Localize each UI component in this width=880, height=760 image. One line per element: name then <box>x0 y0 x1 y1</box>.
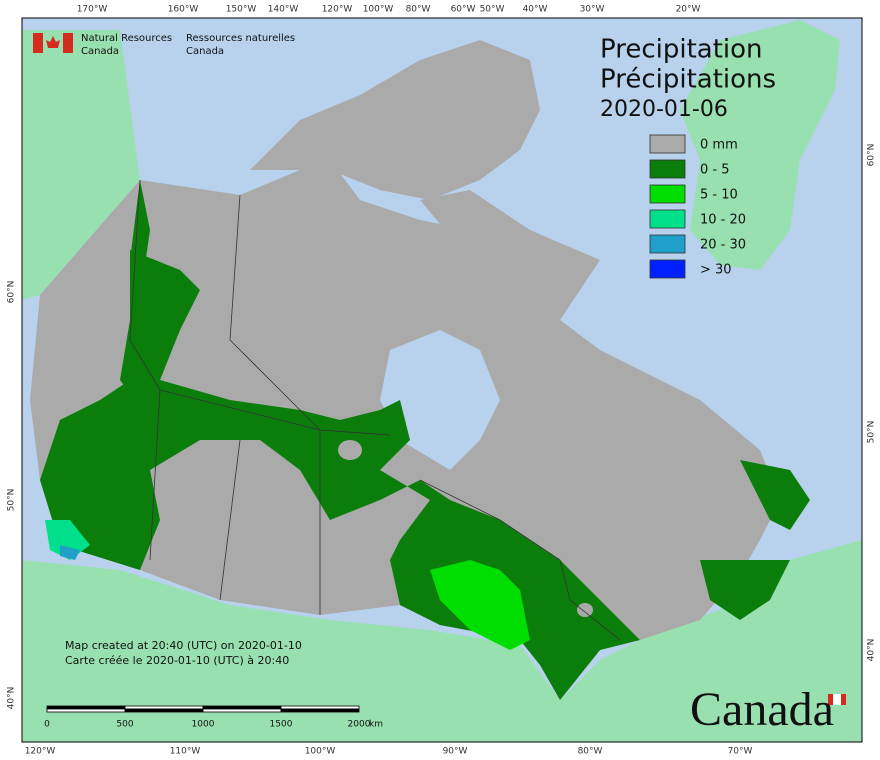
scale-label: 1500 <box>270 720 293 730</box>
map <box>21 17 863 743</box>
legend-label: 0 mm <box>700 138 738 153</box>
longitude-label: 50°W <box>480 5 505 15</box>
scale-segment <box>280 708 360 713</box>
wordmark-flag-white <box>833 694 841 705</box>
longitude-label: 40°W <box>523 5 548 15</box>
legend: 0 mm 0 - 5 5 - 10 10 - 20 20 - 30 > 30 <box>649 134 746 279</box>
scale-segment <box>46 708 126 713</box>
longitude-label: 70°W <box>728 747 753 757</box>
scale-segment <box>46 705 126 710</box>
longitude-label: 110°W <box>170 747 201 757</box>
longitude-label: 80°W <box>578 747 603 757</box>
latitude-label: 50°N <box>867 421 877 444</box>
scale-segment <box>280 705 360 710</box>
latitude-label: 40°N <box>7 687 17 710</box>
flag-bar <box>33 33 43 53</box>
legend-label: > 30 <box>700 263 732 278</box>
longitude-label: 140°W <box>268 5 299 15</box>
scale-segment <box>124 708 204 713</box>
credit-en: Map created at 20:40 (UTC) on 2020-01-10 <box>65 639 302 652</box>
precip-20-30 <box>60 545 80 560</box>
canada-wordmark: Canada <box>690 683 846 736</box>
longitude-label: 20°W <box>676 5 701 15</box>
longitude-label: 160°W <box>168 5 199 15</box>
scale-label: 500 <box>116 720 133 730</box>
flag-bar <box>63 33 73 53</box>
scale-label: 0 <box>44 720 50 730</box>
legend-label: 5 - 10 <box>700 188 738 203</box>
flag-leaf <box>46 36 60 48</box>
legend-label: 10 - 20 <box>700 213 746 228</box>
map-frame <box>21 17 863 743</box>
scale-segment <box>202 705 282 710</box>
longitude-label: 80°W <box>406 5 431 15</box>
legend-label: 20 - 30 <box>700 238 746 253</box>
credit-fr: Carte créée le 2020-01-10 (UTC) à 20:40 <box>65 654 289 667</box>
longitude-label: 120°W <box>25 747 56 757</box>
longitude-label: 90°W <box>443 747 468 757</box>
longitude-label: 30°W <box>580 5 605 15</box>
legend-label: 0 - 5 <box>700 163 730 178</box>
latitude-label: 50°N <box>7 489 17 512</box>
greenland <box>680 20 840 270</box>
precip-newfoundland <box>740 460 810 530</box>
scale-unit: km <box>369 720 383 730</box>
longitude-label: 100°W <box>305 747 336 757</box>
alaska <box>22 30 140 300</box>
longitude-label: 170°W <box>77 5 108 15</box>
precip-5-10 <box>430 560 530 650</box>
usa <box>22 540 862 742</box>
grey-patch <box>577 603 593 617</box>
scale-label: 1000 <box>192 720 215 730</box>
precip-0-5-north <box>120 250 410 470</box>
map-date: 2020-01-06 <box>600 97 728 122</box>
boundaries <box>129 179 621 641</box>
agency-en: Natural Resources <box>81 33 172 44</box>
scale-label: 2000 <box>348 720 371 730</box>
legend-swatch <box>649 234 686 254</box>
legend-swatch <box>649 134 686 154</box>
baffin-island <box>420 190 600 320</box>
longitude-label: 100°W <box>363 5 394 15</box>
title-fr: Précipitations <box>600 65 776 95</box>
latitude-label: 60°N <box>867 144 877 167</box>
agency-fr: Canada <box>186 46 224 57</box>
latitude-label: 60°N <box>7 281 17 304</box>
longitude-label: 60°W <box>451 5 476 15</box>
scale-segment <box>124 705 204 710</box>
legend-swatch <box>649 159 686 179</box>
agency-en: Canada <box>81 46 119 57</box>
grey-patch <box>338 440 362 460</box>
wordmark: Canada <box>690 683 834 736</box>
arctic-islands <box>250 40 540 200</box>
agency-fr: Ressources naturelles <box>186 33 295 44</box>
title-en: Precipitation <box>600 35 763 65</box>
legend-swatch <box>649 184 686 204</box>
scale-segment <box>202 708 282 713</box>
legend-swatch <box>649 209 686 229</box>
longitude-label: 150°W <box>226 5 257 15</box>
legend-swatch <box>649 259 686 279</box>
latitude-label: 40°N <box>867 639 877 662</box>
graticule-labels: 170°W 160°W 150°W 140°W 120°W 100°W 80°W 60°W 50… <box>7 5 877 757</box>
longitude-label: 120°W <box>322 5 353 15</box>
nrcan-signature: Natural Resources Canada Ressources natu… <box>33 33 295 57</box>
precip-maritimes <box>700 560 790 620</box>
hudson-bay <box>380 330 500 470</box>
